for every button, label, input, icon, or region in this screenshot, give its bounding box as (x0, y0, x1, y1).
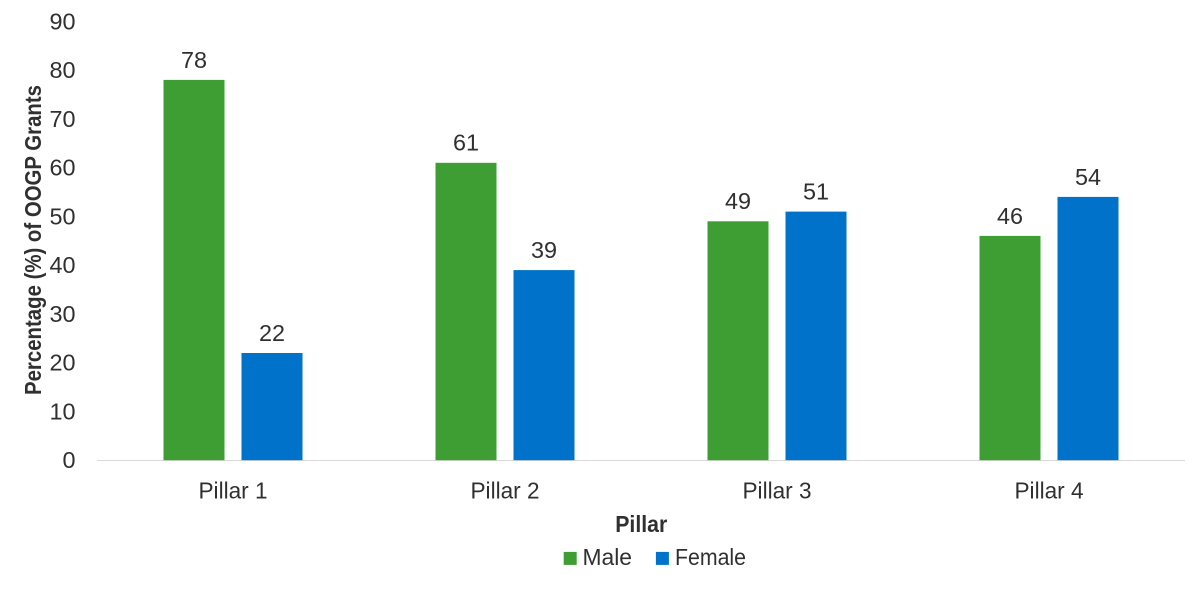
svg-text:Male: Male (583, 544, 633, 570)
svg-text:Pillar: Pillar (615, 511, 667, 537)
svg-text:Pillar 2: Pillar 2 (471, 477, 540, 503)
svg-text:39: 39 (531, 237, 557, 263)
svg-text:22: 22 (259, 320, 285, 346)
svg-text:30: 30 (49, 301, 75, 327)
svg-text:46: 46 (997, 203, 1023, 229)
svg-text:Pillar 1: Pillar 1 (199, 477, 268, 503)
svg-text:60: 60 (49, 155, 75, 181)
svg-text:Female: Female (675, 544, 746, 570)
svg-text:54: 54 (1075, 164, 1101, 190)
svg-text:80: 80 (49, 57, 75, 83)
svg-text:10: 10 (49, 398, 75, 424)
svg-text:Percentage (%) of OOGP Grants: Percentage (%) of OOGP Grants (20, 85, 46, 395)
svg-text:40: 40 (49, 252, 75, 278)
svg-text:Pillar 4: Pillar 4 (1015, 477, 1084, 503)
svg-text:78: 78 (181, 47, 207, 73)
svg-text:90: 90 (49, 8, 75, 34)
svg-text:0: 0 (62, 447, 75, 473)
svg-text:20: 20 (49, 350, 75, 376)
svg-text:50: 50 (49, 203, 75, 229)
svg-text:70: 70 (49, 106, 75, 132)
svg-text:Pillar 3: Pillar 3 (743, 477, 812, 503)
svg-text:51: 51 (803, 179, 829, 205)
svg-text:49: 49 (725, 188, 751, 214)
svg-text:61: 61 (453, 130, 479, 156)
